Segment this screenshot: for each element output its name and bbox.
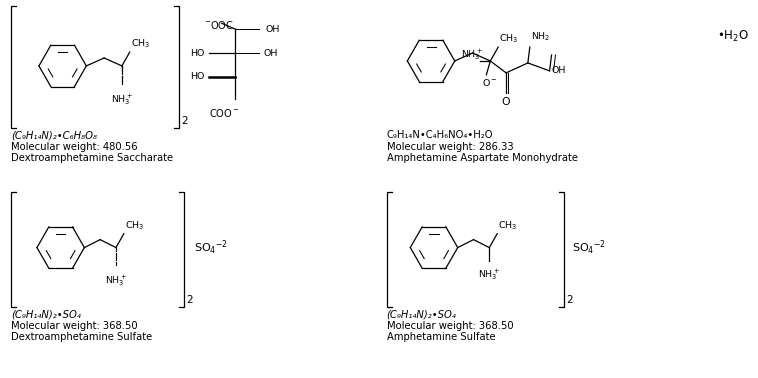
Text: HO: HO bbox=[190, 48, 205, 57]
Text: NH$_3^+$: NH$_3^+$ bbox=[111, 92, 133, 107]
Text: 2: 2 bbox=[186, 295, 193, 305]
Text: •H$_2$O: •H$_2$O bbox=[718, 29, 750, 44]
Text: Molecular weight: 368.50: Molecular weight: 368.50 bbox=[387, 321, 513, 331]
Text: OH: OH bbox=[265, 25, 280, 34]
Text: C₉H₁₄N•C₄H₆NO₄•H₂O: C₉H₁₄N•C₄H₆NO₄•H₂O bbox=[387, 130, 493, 140]
Text: CH$_3$: CH$_3$ bbox=[498, 219, 518, 232]
Text: 2: 2 bbox=[181, 116, 188, 127]
Text: NH$_3^+$: NH$_3^+$ bbox=[461, 48, 483, 62]
Text: NH$_2$: NH$_2$ bbox=[531, 31, 550, 43]
Text: OH: OH bbox=[263, 48, 277, 57]
Text: Molecular weight: 480.56: Molecular weight: 480.56 bbox=[11, 142, 138, 152]
Text: Amphetamine Sulfate: Amphetamine Sulfate bbox=[387, 332, 495, 342]
Text: (C₉H₁₄N)₂•SO₄: (C₉H₁₄N)₂•SO₄ bbox=[11, 309, 81, 319]
Text: Dextroamphetamine Sulfate: Dextroamphetamine Sulfate bbox=[11, 332, 152, 342]
Text: O: O bbox=[502, 97, 510, 107]
Text: Molecular weight: 286.33: Molecular weight: 286.33 bbox=[387, 142, 513, 152]
Text: CH$_3$: CH$_3$ bbox=[500, 33, 518, 45]
Text: SO$_4$$^{-2}$: SO$_4$$^{-2}$ bbox=[572, 239, 606, 257]
Text: CH$_3$: CH$_3$ bbox=[131, 37, 150, 50]
Text: O$^-$: O$^-$ bbox=[482, 77, 498, 88]
Text: Molecular weight: 368.50: Molecular weight: 368.50 bbox=[11, 321, 138, 331]
Text: Dextroamphetamine Saccharate: Dextroamphetamine Saccharate bbox=[11, 153, 174, 163]
Text: (C₉H₁₄N)₂•C₆H₈O₈: (C₉H₁₄N)₂•C₆H₈O₈ bbox=[11, 130, 97, 140]
Text: HO: HO bbox=[190, 72, 205, 81]
Text: $^{-}$OOC: $^{-}$OOC bbox=[204, 19, 234, 31]
Text: OH: OH bbox=[552, 67, 566, 75]
Text: NH$_3^+$: NH$_3^+$ bbox=[478, 267, 500, 282]
Text: COO$^-$: COO$^-$ bbox=[208, 107, 240, 119]
Text: Amphetamine Aspartate Monohydrate: Amphetamine Aspartate Monohydrate bbox=[387, 153, 578, 163]
Text: SO$_4$$^{-2}$: SO$_4$$^{-2}$ bbox=[194, 239, 228, 257]
Text: 2: 2 bbox=[566, 295, 573, 305]
Text: CH$_3$: CH$_3$ bbox=[125, 219, 144, 232]
Text: (C₉H₁₄N)₂•SO₄: (C₉H₁₄N)₂•SO₄ bbox=[387, 309, 456, 319]
Text: NH$_3^+$: NH$_3^+$ bbox=[105, 273, 127, 288]
